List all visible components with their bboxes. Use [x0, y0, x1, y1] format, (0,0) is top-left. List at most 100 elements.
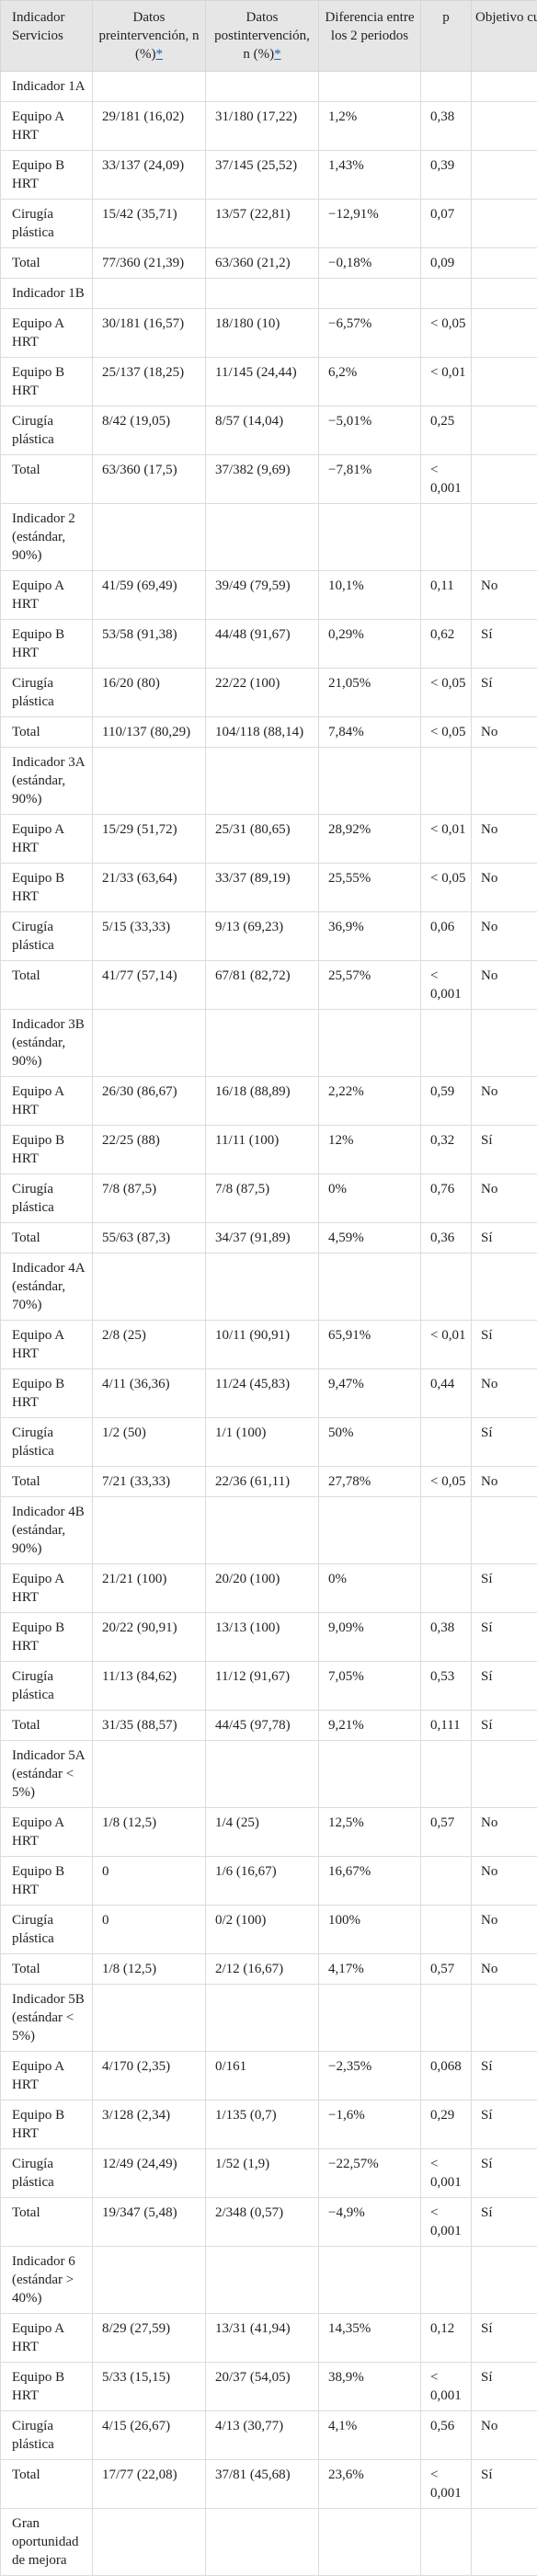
cell-diferencia: 38,9% [319, 2363, 421, 2411]
cell-objetivo: No [472, 1077, 537, 1126]
footnote-link[interactable]: * [156, 47, 164, 62]
cell-p [421, 504, 472, 571]
cell-diferencia: −0,18% [319, 248, 421, 279]
cell-post [206, 1254, 319, 1321]
cell-objetivo [472, 1497, 537, 1564]
section-row: Indicador 4B (estándar, 90%) [1, 1497, 537, 1564]
cell-post: 18/180 (10) [206, 309, 319, 358]
cell-diferencia [319, 279, 421, 309]
cell-pre: 53/58 (91,38) [93, 620, 206, 669]
cell-post: 16/18 (88,89) [206, 1077, 319, 1126]
cell-p: < 0,05 [421, 1467, 472, 1497]
cell-servicio: Total [1, 2460, 93, 2509]
cell-p: < 0,05 [421, 864, 472, 912]
cell-pre [93, 1985, 206, 2052]
header-p: p [421, 1, 472, 72]
footnote-link[interactable]: * [274, 47, 281, 62]
cell-pre: 1/8 (12,5) [93, 1808, 206, 1857]
cell-p [421, 1418, 472, 1467]
cell-diferencia: 4,17% [319, 1954, 421, 1985]
cell-post: 4/13 (30,77) [206, 2411, 319, 2460]
cell-pre: 7/21 (33,33) [93, 1467, 206, 1497]
cell-objetivo: No [472, 961, 537, 1010]
cell-diferencia: 12% [319, 1126, 421, 1174]
cell-p: 0,32 [421, 1126, 472, 1174]
cell-pre [93, 279, 206, 309]
cell-p: < 0,001 [421, 2460, 472, 2509]
cell-pre [93, 72, 206, 102]
cell-p [421, 2247, 472, 2314]
cell-pre: 21/33 (63,64) [93, 864, 206, 912]
cell-objetivo: Sí [472, 1613, 537, 1662]
cell-post: 11/145 (24,44) [206, 358, 319, 406]
cell-servicio: Cirugía plástica [1, 2149, 93, 2198]
cell-diferencia: 50% [319, 1418, 421, 1467]
cell-p: 0,39 [421, 151, 472, 200]
cell-p: 0,068 [421, 2052, 472, 2101]
cell-diferencia: −7,81% [319, 455, 421, 504]
cell-p [421, 1741, 472, 1808]
cell-objetivo: Sí [472, 2052, 537, 2101]
cell-post: 1/4 (25) [206, 1808, 319, 1857]
cell-p [421, 1010, 472, 1077]
cell-servicio: Total [1, 961, 93, 1010]
cell-pre: 30/181 (16,57) [93, 309, 206, 358]
cell-diferencia [319, 1741, 421, 1808]
cell-diferencia: 65,91% [319, 1321, 421, 1369]
cell-post: 11/12 (91,67) [206, 1662, 319, 1711]
cell-servicio: Equipo A HRT [1, 1808, 93, 1857]
section-row: Indicador 5B (estándar < 5%) [1, 1985, 537, 2052]
cell-post [206, 1010, 319, 1077]
cell-objetivo: Sí [472, 1418, 537, 1467]
cell-post: 25/31 (80,65) [206, 815, 319, 864]
cell-objetivo [472, 151, 537, 200]
cell-pre: 41/77 (57,14) [93, 961, 206, 1010]
cell-p: < 0,01 [421, 815, 472, 864]
cell-servicio: Cirugía plástica [1, 912, 93, 961]
cell-diferencia [319, 1985, 421, 2052]
cell-pre: 63/360 (17,5) [93, 455, 206, 504]
header-indicador-servicios: Indicador Servicios [1, 1, 93, 72]
cell-post: 1/52 (1,9) [206, 2149, 319, 2198]
cell-objetivo: No [472, 571, 537, 620]
cell-pre: 5/15 (33,33) [93, 912, 206, 961]
cell-servicio: Cirugía plástica [1, 1174, 93, 1223]
cell-pre: 0 [93, 1906, 206, 1954]
cell-objetivo: Sí [472, 2314, 537, 2363]
cell-diferencia: −1,6% [319, 2101, 421, 2149]
cell-servicio: Equipo B HRT [1, 1126, 93, 1174]
cell-objetivo: No [472, 1174, 537, 1223]
cell-objetivo [472, 504, 537, 571]
section-label: Indicador 4B (estándar, 90%) [1, 1497, 93, 1564]
cell-pre [93, 2247, 206, 2314]
cell-pre: 8/42 (19,05) [93, 406, 206, 455]
cell-servicio: Equipo A HRT [1, 571, 93, 620]
cell-servicio: Equipo B HRT [1, 620, 93, 669]
cell-servicio: Cirugía plástica [1, 200, 93, 248]
cell-pre: 21/21 (100) [93, 1564, 206, 1613]
cell-servicio: Cirugía plástica [1, 1662, 93, 1711]
cell-p: 0,06 [421, 912, 472, 961]
cell-pre: 16/20 (80) [93, 669, 206, 717]
cell-p: 0,38 [421, 102, 472, 151]
cell-p: 0,59 [421, 1077, 472, 1126]
cell-pre: 4/15 (26,67) [93, 2411, 206, 2460]
cell-diferencia: 14,35% [319, 2314, 421, 2363]
cell-post: 44/48 (91,67) [206, 620, 319, 669]
cell-objetivo: No [472, 815, 537, 864]
cell-servicio: Equipo A HRT [1, 309, 93, 358]
section-row: Indicador 5A (estándar < 5%) [1, 1741, 537, 1808]
cell-pre: 4/11 (36,36) [93, 1369, 206, 1418]
cell-servicio: Equipo A HRT [1, 102, 93, 151]
